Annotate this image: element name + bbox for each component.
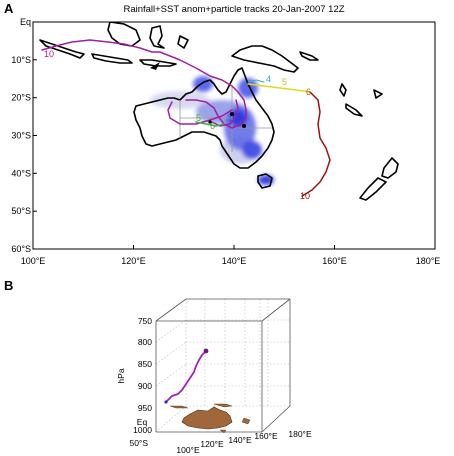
- track-label-red-10: 10: [300, 191, 310, 201]
- new-caledonia-coast: [345, 103, 363, 117]
- australia-land: [181, 406, 233, 430]
- svg-text:Eq: Eq: [20, 17, 31, 27]
- track-marker: [208, 120, 212, 124]
- track-red: [301, 91, 331, 197]
- lon-tick: 120°E: [121, 245, 146, 266]
- z-tick: 850: [138, 359, 152, 369]
- new-zealand-coast: [359, 177, 387, 201]
- solomon-coast: [299, 51, 319, 61]
- track-marker: [242, 124, 246, 128]
- panel-b-3d-box: 750 800 850 900 950 1000 hPa Eq 50°S 100…: [116, 298, 312, 455]
- track-markers: [150, 62, 246, 128]
- panel-a-title: Rainfall+SST anom+particle tracks 20-Jan…: [123, 4, 344, 15]
- svg-text:30°S: 30°S: [11, 131, 31, 141]
- lat-tick: 40°S: [11, 168, 37, 178]
- new-guinea-coast: [231, 45, 299, 73]
- svg-text:180°E: 180°E: [416, 256, 441, 266]
- track-labels: 10 5 6 4 5 6 10: [44, 49, 311, 201]
- lat-tick: 50°S: [11, 206, 37, 216]
- lon-tick-3d: 120°E: [200, 439, 224, 449]
- lat-tick: 30°S: [11, 131, 37, 141]
- track-green: [195, 121, 225, 127]
- track-magenta: [41, 39, 247, 129]
- z-tick: 1000: [133, 425, 152, 435]
- lat-tick: 10°S: [11, 55, 37, 65]
- lon-axis-3d: 100°E 120°E 140°E 160°E 180°E: [176, 429, 312, 455]
- track-3d-end-marker: [203, 348, 209, 354]
- new-zealand-land: [241, 417, 251, 425]
- track-label-yellow-5: 5: [282, 77, 287, 87]
- indonesia-coast: [91, 53, 133, 64]
- svg-text:100°E: 100°E: [21, 256, 46, 266]
- track-label-yellow-4: 4: [266, 74, 271, 84]
- svg-text:60°S: 60°S: [11, 244, 31, 254]
- z-tick: 950: [138, 403, 152, 413]
- svg-text:10°S: 10°S: [11, 55, 31, 65]
- maluku-coast: [177, 35, 189, 49]
- lon-tick-3d: 180°E: [288, 429, 312, 439]
- lat-tick: Eq: [20, 17, 37, 27]
- svg-text:120°E: 120°E: [121, 256, 146, 266]
- lat-tick: 60°S: [11, 244, 37, 254]
- lon-axis: 100°E 120°E 140°E 160°E 180°E: [21, 245, 441, 266]
- state-borders: [179, 86, 272, 152]
- arrow-marker: [150, 62, 160, 70]
- z-tick: 750: [138, 316, 152, 326]
- track-label-green-6: 6: [210, 121, 215, 131]
- track-label-green-5: 5: [196, 113, 201, 123]
- lat-tick: 20°S: [11, 93, 37, 103]
- tasmania-land: [219, 429, 227, 434]
- lon-tick: 140°E: [222, 245, 247, 266]
- svg-text:160°E: 160°E: [322, 256, 347, 266]
- lat-label-eq: Eq: [137, 417, 148, 427]
- lon-tick-3d: 140°E: [228, 435, 252, 445]
- indonesia-coast: [139, 59, 177, 67]
- lat-axis: Eq 10°S 20°S 30°S 40°S 50°S 60°S: [11, 17, 37, 254]
- new-zealand-coast: [381, 157, 399, 179]
- z-axis: 750 800 850 900 950 1000: [133, 316, 152, 435]
- sulawesi-coast: [149, 25, 165, 49]
- lon-tick: 100°E: [21, 245, 46, 266]
- rain-heavy-patch: [242, 141, 262, 159]
- new-guinea-land: [213, 403, 233, 408]
- track-magenta-2: [167, 101, 233, 125]
- map-area: 10 5 6 4 5 6 10: [33, 22, 435, 249]
- panel-b-letter: B: [4, 278, 13, 293]
- particle-tracks: [41, 39, 331, 197]
- svg-text:50°S: 50°S: [11, 206, 31, 216]
- track-yellow: [247, 83, 311, 93]
- z-tick: 800: [138, 337, 152, 347]
- z-tick: 900: [138, 381, 152, 391]
- track-3d-start-marker: [164, 400, 168, 404]
- rain-heavy-patch: [193, 76, 213, 92]
- tasmania-coast: [257, 173, 273, 189]
- track-3d: [165, 350, 207, 403]
- vanuatu-coast: [339, 83, 347, 97]
- svg-text:20°S: 20°S: [11, 93, 31, 103]
- svg-text:140°E: 140°E: [222, 256, 247, 266]
- lon-tick-3d: 100°E: [176, 445, 200, 455]
- track-cyan: [247, 79, 265, 83]
- box-edges: [155, 298, 291, 433]
- z-axis-label: hPa: [116, 368, 126, 383]
- fiji-coast: [373, 89, 383, 99]
- lat-label-50s: 50°S: [129, 438, 148, 448]
- lon-tick-3d: 160°E: [254, 431, 278, 441]
- panel-a-letter: A: [4, 1, 14, 16]
- track-label-magenta-start: 10: [44, 49, 54, 59]
- svg-text:40°S: 40°S: [11, 168, 31, 178]
- lon-tick: 160°E: [322, 245, 347, 266]
- track-marker: [230, 112, 234, 116]
- australia-coast: [133, 67, 275, 169]
- track-label-yellow-6: 6: [306, 87, 311, 97]
- indonesia-land: [169, 405, 189, 409]
- lon-tick: 180°E: [416, 245, 441, 266]
